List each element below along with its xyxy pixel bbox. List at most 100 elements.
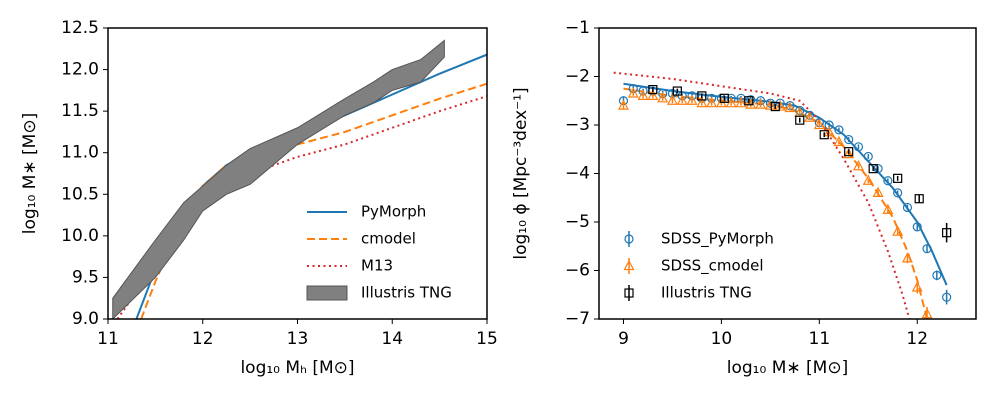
marker <box>735 96 747 108</box>
plot-frame <box>598 27 977 320</box>
y-tick-label: −7 <box>565 309 590 329</box>
marker <box>719 93 729 103</box>
marker <box>892 225 904 236</box>
marker <box>914 194 924 204</box>
marker <box>844 147 854 157</box>
marker <box>648 84 658 95</box>
marker <box>893 173 903 183</box>
legend: PyMorph cmodel M13 Illustris TNG <box>306 203 452 302</box>
marker <box>647 89 659 101</box>
marker <box>627 87 639 98</box>
line <box>135 53 487 319</box>
marker <box>819 130 829 140</box>
marker <box>911 281 923 292</box>
marker <box>901 252 913 263</box>
marker <box>813 118 825 130</box>
marker <box>868 164 878 174</box>
marker <box>922 244 932 254</box>
legend-label: Illustris TNG <box>661 284 752 302</box>
marker <box>862 174 874 185</box>
marker <box>942 292 952 302</box>
x-tick-label: 14 <box>381 329 403 349</box>
y-tick-label: 10.5 <box>61 184 99 204</box>
marker <box>774 100 786 111</box>
y-tick-label: 9.0 <box>72 309 99 329</box>
marker <box>624 288 634 298</box>
marker <box>942 228 952 238</box>
marker <box>666 94 678 105</box>
y-axis-label: log₁₀ M∗ [M⊙] <box>20 113 40 234</box>
marker <box>872 186 884 197</box>
marker <box>833 135 845 147</box>
plot-area <box>112 39 487 319</box>
marker <box>912 222 922 232</box>
marker <box>795 115 805 125</box>
marker <box>770 101 780 112</box>
legend-label: Illustris TNG <box>361 284 452 302</box>
marker <box>834 125 844 135</box>
plot-area <box>613 71 952 319</box>
marker <box>921 307 933 319</box>
legend-label: PyMorph <box>361 203 426 221</box>
y-tick-label: 12.0 <box>61 60 99 80</box>
legend-label: M13 <box>361 257 393 275</box>
marker <box>725 96 737 108</box>
model-line <box>623 82 948 286</box>
y-tick-label: 9.5 <box>72 267 99 287</box>
y-tick-label: 10.0 <box>61 226 99 246</box>
y-axis-label: log₁₀ ϕ [Mpc⁻³dex⁻¹] <box>511 87 531 259</box>
marker <box>824 120 834 130</box>
band <box>112 39 445 319</box>
marker <box>882 203 894 214</box>
x-tick-label: 11 <box>809 329 831 349</box>
y-tick-label: −6 <box>565 261 590 281</box>
y-tick-label: −1 <box>565 18 590 38</box>
marker <box>744 96 754 106</box>
marker <box>764 99 776 110</box>
marker <box>624 234 634 244</box>
y-tick-label: −3 <box>565 115 590 135</box>
marker <box>932 270 942 280</box>
marker <box>853 142 864 152</box>
y-tick-label: −2 <box>565 67 590 87</box>
marker <box>843 147 855 159</box>
marker <box>672 86 682 96</box>
x-tick-label: 12 <box>192 329 214 349</box>
marker <box>755 98 767 109</box>
marker <box>893 188 903 198</box>
marker <box>623 259 635 271</box>
marker <box>637 89 649 101</box>
marker <box>902 202 913 213</box>
y-tick-label: 11.5 <box>61 101 99 121</box>
marker <box>657 92 669 103</box>
marker <box>784 101 796 113</box>
marker <box>883 176 893 186</box>
model-line <box>613 71 911 319</box>
y-tick-label: −5 <box>565 212 590 232</box>
x-axis-label: log₁₀ Mₕ [M⊙] <box>240 358 354 378</box>
marker <box>873 164 883 174</box>
x-tick-label: 11 <box>97 329 119 349</box>
marker <box>852 159 864 171</box>
marker <box>686 94 698 105</box>
x-tick-label: 15 <box>476 329 498 349</box>
marker <box>863 151 873 162</box>
y-tick-label: −4 <box>565 164 590 184</box>
y-tick-label: 11.0 <box>61 143 99 163</box>
marker <box>617 99 629 110</box>
x-tick-label: 12 <box>906 329 928 349</box>
legend-label: SDSS_PyMorph <box>661 230 774 249</box>
x-tick-label: 13 <box>287 329 309 349</box>
marker <box>676 94 688 105</box>
legend-swatch <box>306 285 348 301</box>
x-tick-label: 9 <box>618 329 629 349</box>
marker <box>696 96 708 108</box>
legend: SDSS_PyMorph SDSS_cmodel Illustris TNG <box>623 230 774 302</box>
legend-label: SDSS_cmodel <box>661 257 764 276</box>
marker <box>706 96 718 108</box>
legend-label: cmodel <box>361 230 416 248</box>
marker <box>667 88 678 99</box>
x-axis-label: log₁₀ M∗ [M⊙] <box>727 358 848 378</box>
marker <box>844 134 854 145</box>
